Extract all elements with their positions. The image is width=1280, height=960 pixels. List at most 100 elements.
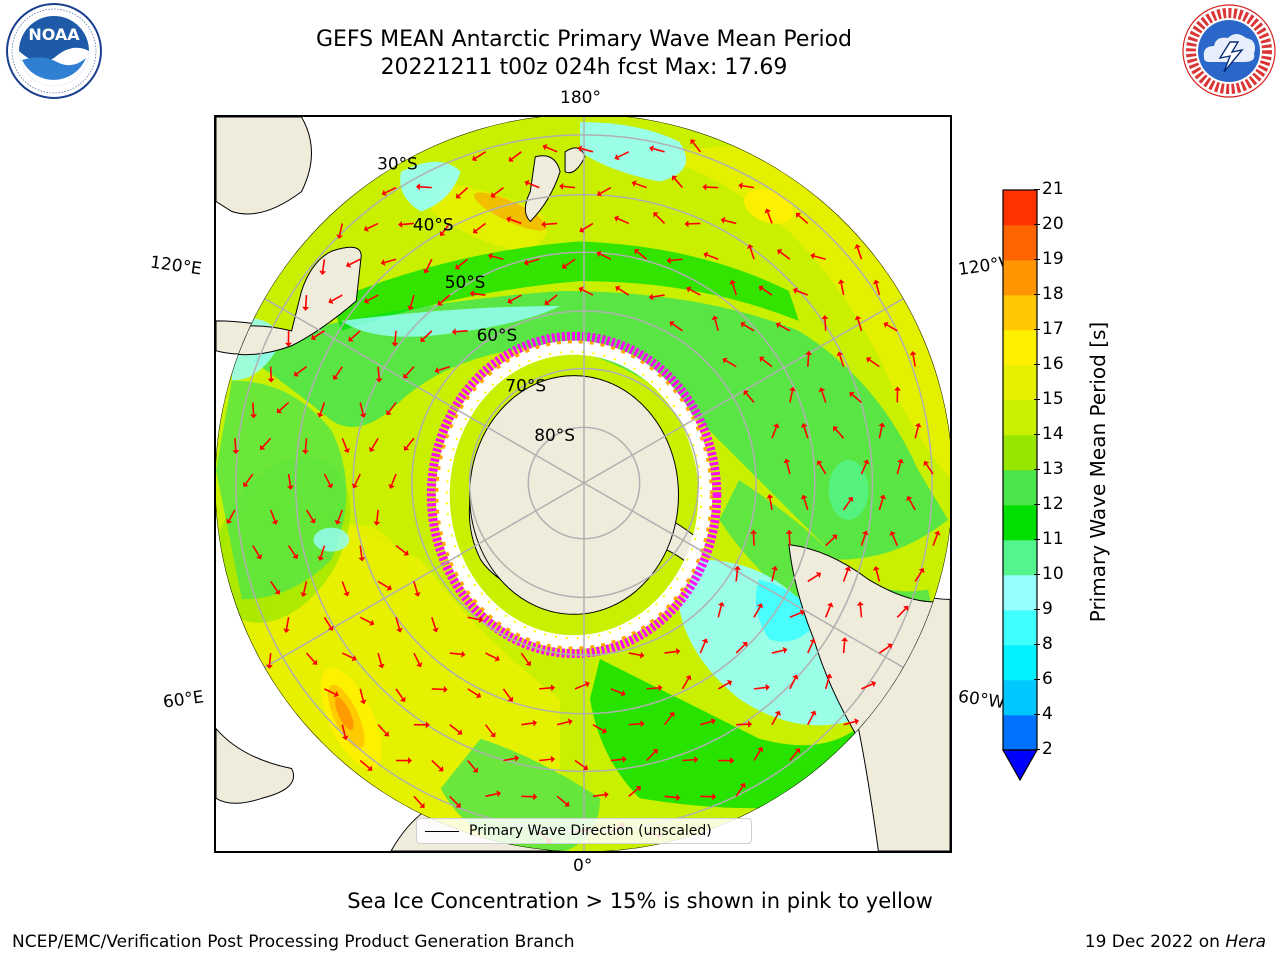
wave-direction-arrow [878,643,893,654]
wave-direction-arrow [539,684,556,692]
period-band [216,380,347,600]
wave-direction-arrow [717,679,733,690]
wave-direction-arrow [451,328,468,336]
colorbar-tick-label: 20 [1034,214,1064,234]
wave-direction-arrow [700,718,716,726]
colorbar-swatches [1001,189,1039,782]
lon-label-60e: 60°E [161,687,206,713]
wave-direction-arrow [415,183,432,191]
wave-direction-arrow [649,145,665,153]
wave-direction-arrow [720,217,737,225]
wave-direction-arrow [821,314,829,331]
wave-direction-arrow [334,509,344,525]
wave-direction-arrow [736,720,753,728]
wave-direction-arrow [711,315,720,332]
wave-direction-arrow [377,652,385,669]
colorbar-tick-label: 15 [1034,389,1064,409]
wave-direction-arrow [753,683,770,691]
landmass [524,155,561,223]
wave-direction-arrow [878,422,886,439]
plot-title: GEFS MEAN Antarctic Primary Wave Mean Pe… [315,27,853,52]
wave-direction-arrow [825,534,838,547]
wave-direction-arrow [883,321,898,332]
wave-direction-arrow [403,437,415,451]
footer-date: 19 Dec 2022 on Hera [1085,932,1266,952]
wave-direction-arrow [323,473,334,489]
wave-direction-arrow [467,688,482,699]
svg-text:NOAA: NOAA [28,25,80,44]
wave-direction-arrow [729,279,737,296]
wave-direction-arrow [807,638,816,654]
wave-direction-arrow [634,248,648,260]
colorbar-swatch [1003,295,1037,331]
wave-direction-arrow [738,182,755,190]
wave-direction-arrow [472,222,487,234]
nws-logo [1180,2,1278,104]
wave-direction-arrow [841,637,849,654]
lon-label-60w: 60°W [956,686,1007,714]
wave-direction-arrow [336,223,344,239]
wave-direction-arrow [735,783,746,797]
landmass [216,117,312,215]
wave-direction-arrow [503,754,520,762]
wave-direction-arrow [932,530,941,546]
colorbar-swatch [1003,330,1037,366]
sea-ice-edge [426,331,722,659]
wave-direction-arrow [579,222,594,233]
period-band [400,161,461,212]
sea-ice-inner [445,350,703,640]
map-legend: Primary Wave Direction (unscaled) [416,818,752,844]
footer-branch: NCEP/EMC/Verification Post Processing Pr… [12,932,575,952]
wave-direction-arrow [467,759,478,773]
colorbar-swatch [1003,225,1037,261]
wave-direction-arrow [455,258,469,270]
wave-direction-arrow [488,252,504,260]
wave-direction-arrow [328,294,343,304]
wave-direction-arrow [837,279,845,296]
wave-direction-arrow [807,572,822,583]
wave-direction-arrow [524,179,540,189]
wave-direction-arrow [860,459,870,475]
wave-direction-arrow [395,545,409,556]
wave-direction-arrow [359,616,375,626]
wave-direction-arrow [574,681,590,690]
wave-direction-arrow [413,721,430,729]
wave-direction-arrow [539,755,556,763]
wave-direction-arrow [854,315,863,332]
wave-direction-arrow [508,151,522,162]
wave-direction-arrow [521,719,538,727]
wave-direction-arrow [403,366,415,379]
legend-line-sample [425,831,459,832]
colorbar-extend-min [1001,749,1039,782]
wave-direction-arrow [909,350,917,367]
wave-direction-arrow [449,650,466,658]
wave-direction-arrow [646,684,663,692]
wave-direction-arrow [672,175,684,189]
wave-direction-arrow [805,350,813,367]
wave-direction-arrow [359,759,373,771]
wave-direction-arrow [733,565,741,582]
wave-direction-arrow [766,494,774,510]
wave-direction-arrow [276,401,290,414]
wave-direction-arrow [666,257,683,264]
wave-direction-arrow [377,580,392,591]
wave-direction-arrow [746,244,755,260]
wave-direction-arrow [413,581,421,597]
wave-direction-arrow [346,258,361,268]
colorbar-swatch [1003,505,1037,541]
wave-direction-arrow [317,402,326,418]
colorbar-label: Primary Wave Mean Period [s] [1086,321,1110,623]
wave-direction-arrow [836,351,845,367]
wave-direction-arrow [833,426,845,439]
colorbar-swatch [1003,190,1037,226]
wave-direction-arrow [544,294,558,306]
wave-direction-arrow [750,529,758,546]
wave-direction-arrow [824,673,833,690]
wave-direction-arrow [681,675,692,690]
wave-direction-arrow [388,473,397,489]
wave-direction-arrow [628,651,645,659]
wave-direction-arrow [267,366,275,383]
wave-direction-arrow [646,749,658,762]
period-band [331,241,799,331]
colorbar-tick-label: 16 [1034,354,1064,374]
